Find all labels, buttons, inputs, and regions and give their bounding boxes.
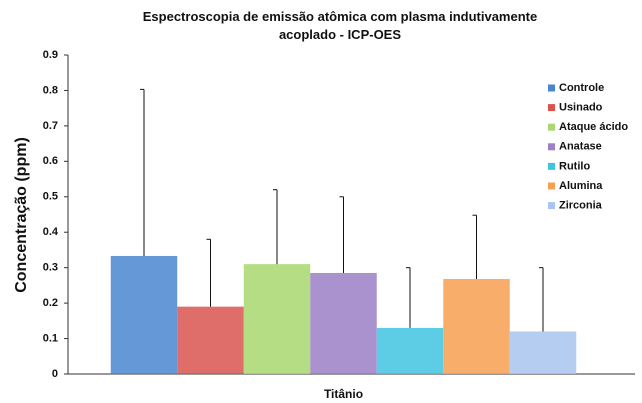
y-tick-label: 0.9 [43,49,58,61]
y-tick-label: 0.1 [43,332,58,344]
legend-swatch [548,202,555,210]
bar [376,327,444,374]
legend-label: Controle [559,82,604,94]
bar [509,331,577,374]
legend-swatch [548,84,555,92]
legend-swatch [548,162,555,170]
y-axis-label: Concentração (ppm) [13,137,30,293]
y-tick-label: 0.4 [43,226,59,238]
bar [443,279,510,374]
y-tick-label: 0.3 [43,262,58,274]
legend-label: Rutilo [559,160,590,172]
legend-label: Anatase [559,141,602,153]
bar [310,272,377,374]
bar [177,306,244,374]
legend-swatch [548,123,555,131]
y-tick-label: 0.7 [43,120,58,132]
legend-label: Ataque ácido [559,121,628,133]
legend-label: Usinado [559,102,603,114]
bar [110,255,178,374]
legend-label: Zirconia [559,200,603,212]
y-tick-label: 0.8 [43,84,58,96]
legend-swatch [548,104,555,112]
y-tick-label: 0.2 [43,297,58,309]
legend-swatch [548,182,555,190]
legend-label: Alumina [559,180,603,192]
y-tick-label: 0.5 [43,191,58,203]
bar [243,264,311,374]
chart-title: Espectroscopia de emissão atômica com pl… [142,9,538,42]
y-tick-label: 0.6 [43,155,58,167]
y-tick-label: 0 [52,368,58,380]
x-tick-label: Titânio [324,387,363,401]
legend-swatch [548,143,555,151]
